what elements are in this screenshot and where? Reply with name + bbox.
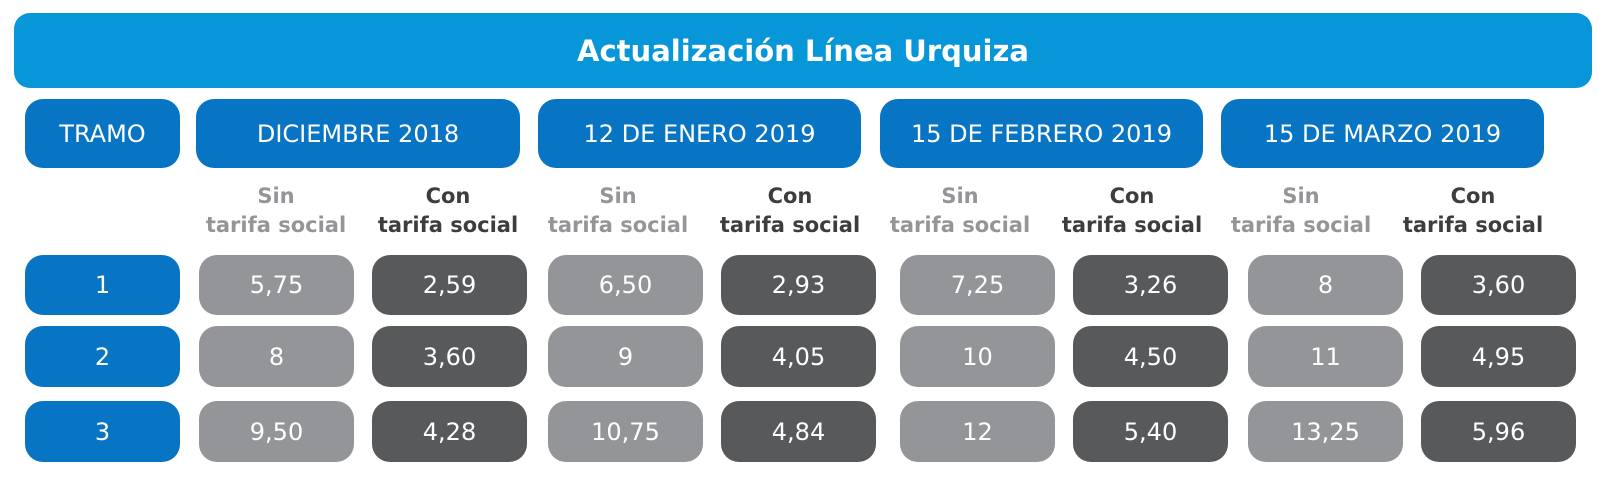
subheader-con: Con tarifa social xyxy=(705,182,875,240)
subheader-line: tarifa social xyxy=(1230,213,1372,237)
fare-cell-sin: 5,75 xyxy=(199,255,354,315)
tramo-header: TRAMO xyxy=(25,99,180,168)
fare-cell-sin: 11 xyxy=(1248,326,1403,387)
fare-cell-con: 3,60 xyxy=(1421,255,1576,315)
fare-cell-sin: 9 xyxy=(548,326,703,387)
subheader-line: Sin xyxy=(941,184,979,208)
subheader-line: tarifa social xyxy=(889,213,1031,237)
fare-cell-con: 2,59 xyxy=(372,255,527,315)
fare-cell-con: 4,84 xyxy=(721,401,876,462)
fare-cell-sin: 10 xyxy=(900,326,1055,387)
fare-cell-sin: 10,75 xyxy=(548,401,703,462)
period-header-dic-2018: DICIEMBRE 2018 xyxy=(196,99,520,168)
subheader-line: Sin xyxy=(1282,184,1320,208)
subheader-line: Con xyxy=(767,184,813,208)
fare-cell-con: 3,60 xyxy=(372,326,527,387)
subheader-con: Con tarifa social xyxy=(1388,182,1558,240)
subheader-line: Sin xyxy=(257,184,295,208)
fare-cell-sin: 13,25 xyxy=(1248,401,1403,462)
fare-cell-con: 4,28 xyxy=(372,401,527,462)
period-header-mar-2019: 15 DE MARZO 2019 xyxy=(1221,99,1544,168)
tramo-cell-1: 1 xyxy=(25,255,180,315)
fare-cell-con: 4,50 xyxy=(1073,326,1228,387)
period-header-ene-2019: 12 DE ENERO 2019 xyxy=(538,99,861,168)
subheader-sin: Sin tarifa social xyxy=(533,182,703,240)
fare-cell-con: 5,96 xyxy=(1421,401,1576,462)
subheader-line: Sin xyxy=(599,184,637,208)
page-title: Actualización Línea Urquiza xyxy=(14,13,1592,88)
subheader-line: tarifa social xyxy=(719,213,861,237)
subheader-con: Con tarifa social xyxy=(1047,182,1217,240)
fare-cell-sin: 9,50 xyxy=(199,401,354,462)
fare-cell-sin: 7,25 xyxy=(900,255,1055,315)
subheader-con: Con tarifa social xyxy=(363,182,533,240)
subheader-line: tarifa social xyxy=(377,213,519,237)
fare-cell-sin: 12 xyxy=(900,401,1055,462)
fare-cell-con: 2,93 xyxy=(721,255,876,315)
subheader-sin: Sin tarifa social xyxy=(1216,182,1386,240)
tramo-cell-2: 2 xyxy=(25,326,180,387)
fare-cell-con: 3,26 xyxy=(1073,255,1228,315)
subheader-line: Con xyxy=(1109,184,1155,208)
fare-cell-sin: 8 xyxy=(199,326,354,387)
subheader-line: tarifa social xyxy=(205,213,347,237)
subheader-line: tarifa social xyxy=(1402,213,1544,237)
fare-cell-con: 4,05 xyxy=(721,326,876,387)
subheader-line: tarifa social xyxy=(1061,213,1203,237)
subheader-sin: Sin tarifa social xyxy=(875,182,1045,240)
tramo-cell-3: 3 xyxy=(25,401,180,462)
subheader-sin: Sin tarifa social xyxy=(191,182,361,240)
fare-cell-sin: 8 xyxy=(1248,255,1403,315)
subheader-line: tarifa social xyxy=(547,213,689,237)
subheader-line: Con xyxy=(1450,184,1496,208)
fare-cell-con: 5,40 xyxy=(1073,401,1228,462)
subheader-line: Con xyxy=(425,184,471,208)
fare-cell-sin: 6,50 xyxy=(548,255,703,315)
fare-cell-con: 4,95 xyxy=(1421,326,1576,387)
period-header-feb-2019: 15 DE FEBRERO 2019 xyxy=(880,99,1203,168)
